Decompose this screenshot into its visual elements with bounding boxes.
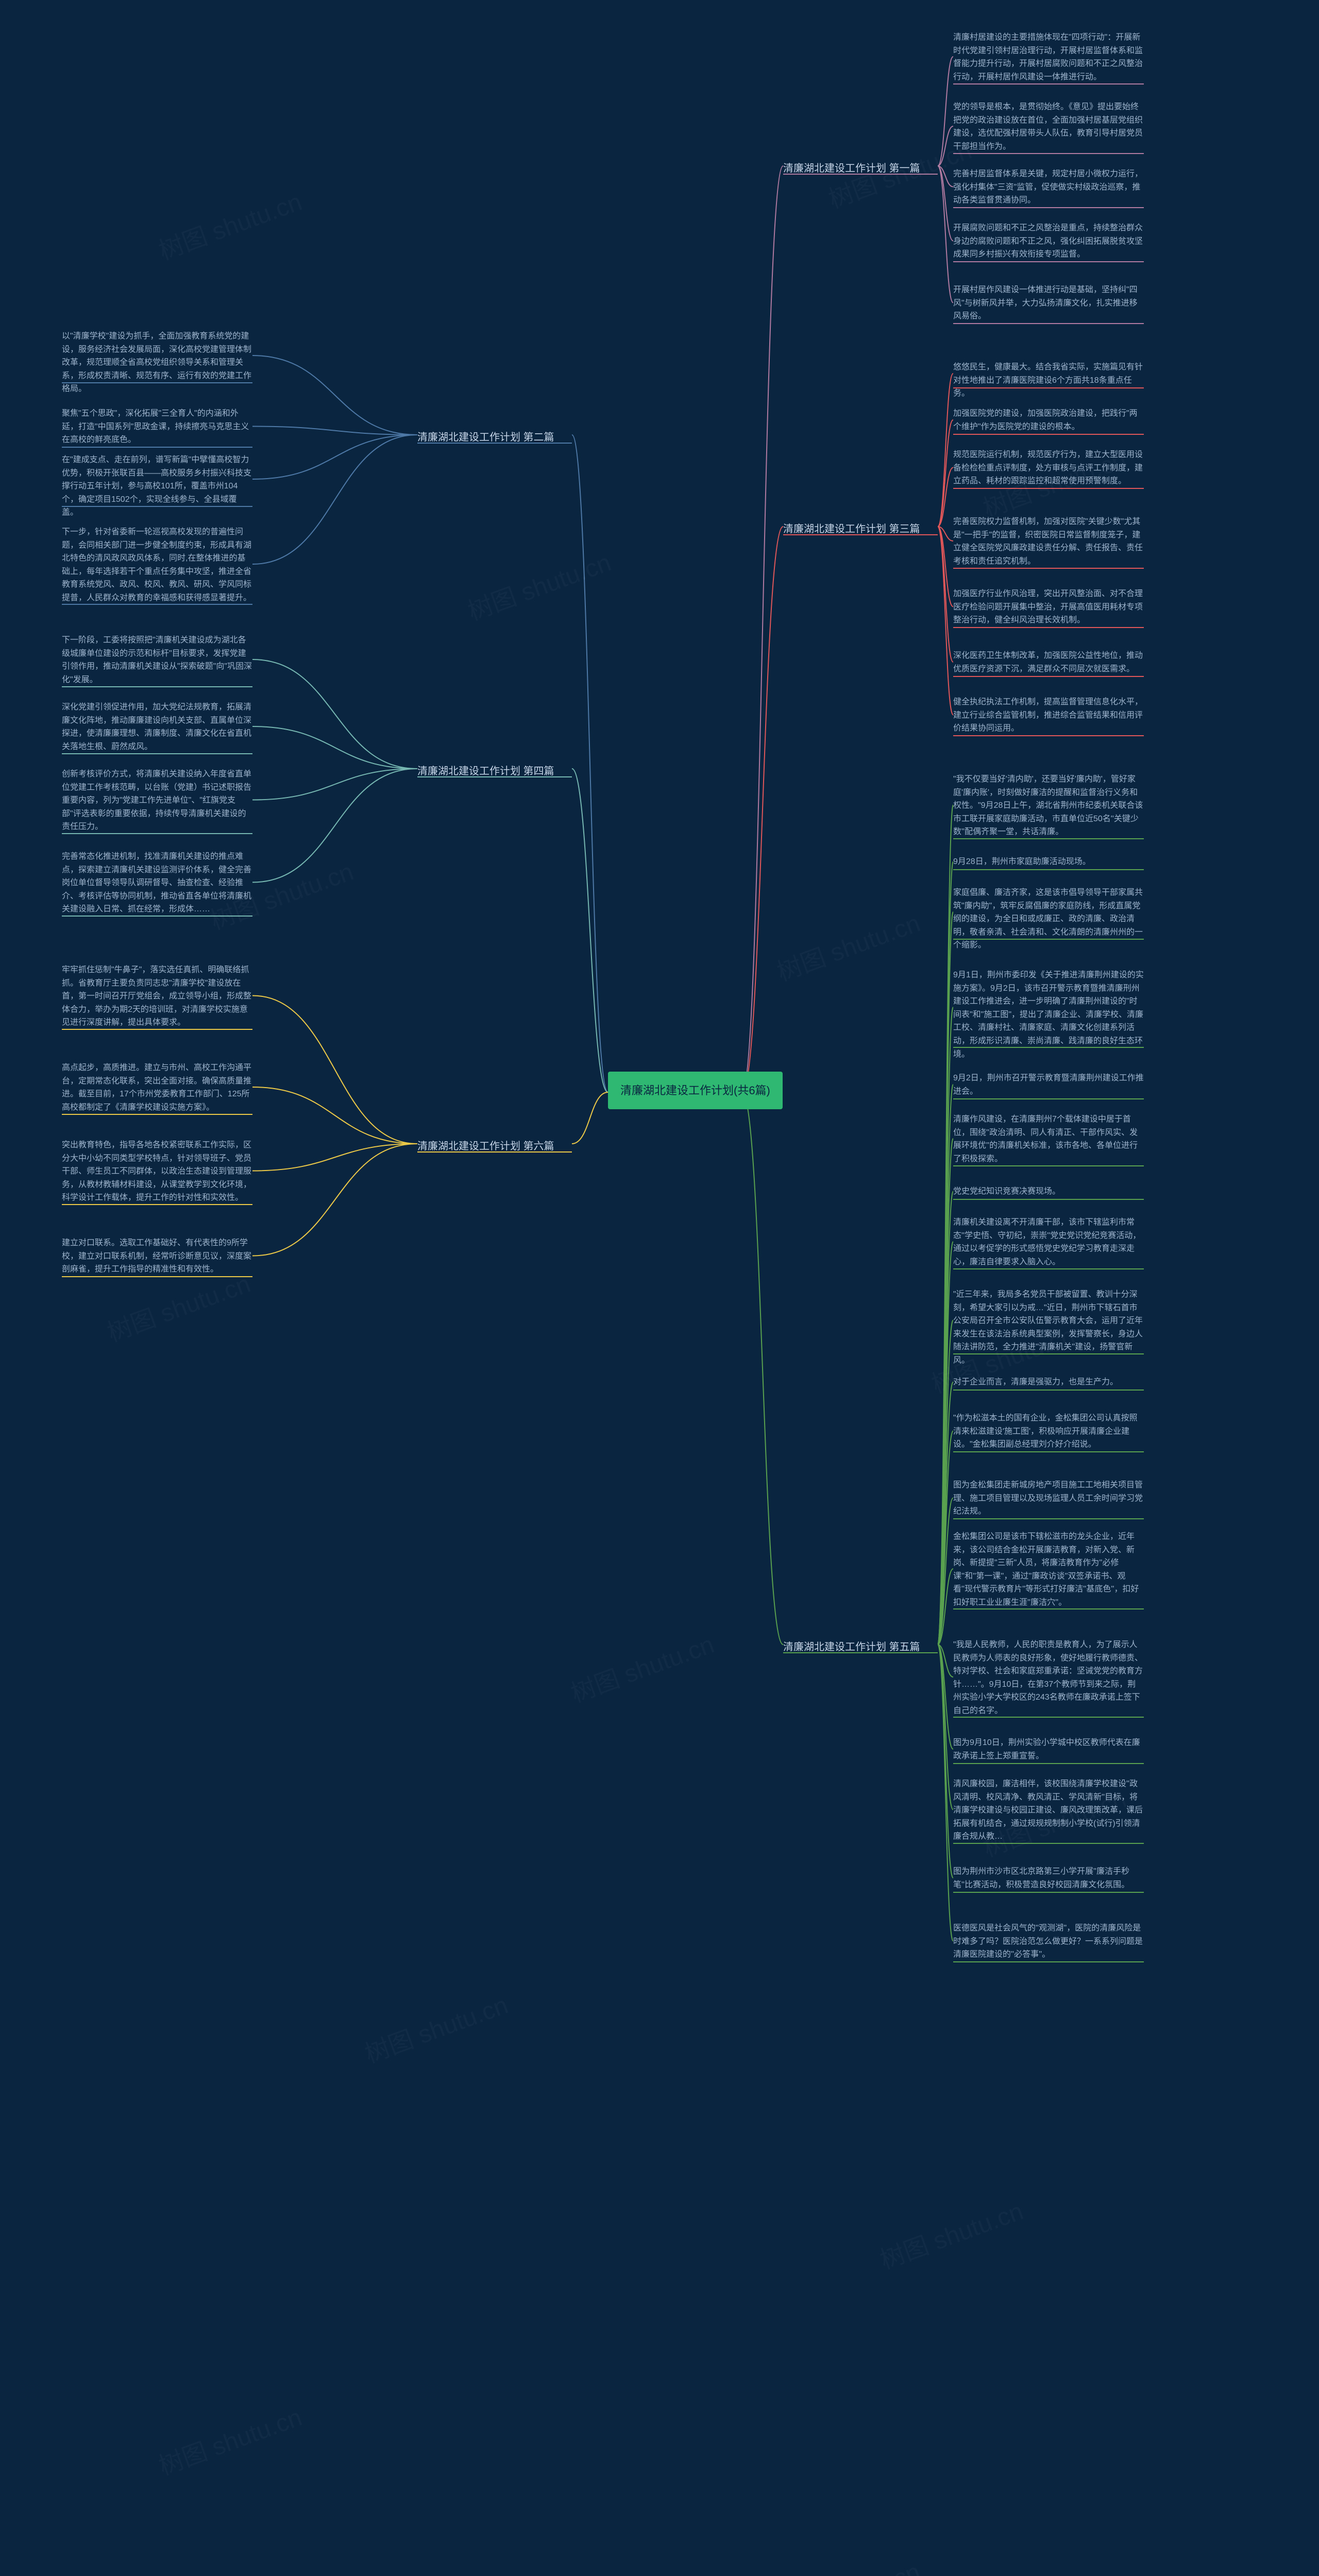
leaf-node: 对于企业而言，清廉是强驱力，也是生产力。 [953,1376,1118,1389]
watermark: 树图 shutu.cn [102,1263,255,1348]
branch-label: 清廉湖北建设工作计划 第四篇 [417,762,554,777]
watermark: 树图 shutu.cn [565,1624,718,1709]
leaf-node: 家庭倡廉、廉洁齐家，这是该市倡导领导干部家属共筑"廉内助"，筑牢反腐倡廉的家庭防… [953,886,1144,952]
watermark: 树图 shutu.cn [462,542,615,627]
branch-label: 清廉湖北建设工作计划 第一篇 [783,160,920,175]
leaf-node: 9月2日，荆州市召开警示教育暨清廉荆州建设工作推进会。 [953,1072,1144,1098]
leaf-node: 下一步，针对省委新一轮巡视高校发现的普遍性问题，会同相关部门进一步健全制度约束，… [62,526,252,605]
leaf-node: 高点起步，高质推进。建立与市州、高校工作沟通平台，定期常态化联系，突出全面对接。… [62,1061,252,1114]
leaf-node: 图为9月10日，荆州实验小学城中校区教师代表在廉政承诺上签上郑重宣誓。 [953,1736,1144,1762]
watermark: 树图 shutu.cn [153,181,306,266]
leaf-node: 健全执纪执法工作机制，提高监督管理信息化水平，建立行业综合监管机制，推进综合监管… [953,696,1144,735]
leaf-node: 开展腐败问题和不正之风整治是重点，持续整治群众身边的腐败问题和不正之风，强化纠困… [953,222,1144,261]
watermark: 树图 shutu.cn [771,2551,924,2576]
leaf-node: 金松集团公司是该市下辖松滋市的龙头企业，近年来，该公司结合金松开展廉洁教育，对新… [953,1530,1144,1609]
branch-label: 清廉湖北建设工作计划 第二篇 [417,429,554,444]
leaf-node: 图为荆州市沙市区北京路第三小学开展''廉洁手秒笔''比赛活动，积极营造良好校园清… [953,1865,1144,1891]
leaf-node: 下一阶段，工委将按照把"清廉机关建设成为湖北各级城廉单位建设的示范和标杆"目标要… [62,634,252,686]
leaf-node: 在"建成支点、走在前列，谱写新篇"中擘懂高校智力优势，积极开张联百县——高校服务… [62,453,252,519]
leaf-node: 医德医风是社会风气的''观测湖''，医院的清廉风险是时难多了吗？医院治范怎么做更… [953,1922,1144,1961]
center-node: 清廉湖北建设工作计划(共6篇) [608,1072,783,1109]
leaf-node: "我是人民教师，人民的职责是教育人，为了展示人民教师为人师表的良好形象，使好地履… [953,1638,1144,1718]
leaf-node: 完善医院权力监督机制，加强对医院"关键少数"尤其是"一把手"的监督，织密医院日常… [953,515,1144,568]
leaf-node: 图为金松集团走新城房地产项目施工工地相关项目管理、施工项目管理以及现场监理人员工… [953,1479,1144,1518]
watermark: 树图 shutu.cn [771,903,924,988]
leaf-node: 开展村居作风建设一体推进行动是基础，坚持纠"四风"与树新风并举，大力弘扬清廉文化… [953,283,1144,323]
leaf-node: 清廉作风建设，在清廉荆州7个载体建设中居于首位，围绕''政治清明、同人有清正、干… [953,1113,1144,1165]
leaf-node: "近三年来，我局多名党员干部被留置、教训十分深刻，希望大家引以为戒…"近日，荆州… [953,1288,1144,1367]
leaf-node: 加强医院党的建设，加强医院政治建设，把践行"两个维护"作为医院党的建设的根本。 [953,407,1144,433]
leaf-node: 完善村居监督体系是关键，规定村居小微权力运行，强化村集体"三资"监管，促使做实村… [953,167,1144,207]
leaf-node: 9月1日，荆州市委印发《关于推进清廉荆州建设的实施方案》。9月2日，该市召开警示… [953,969,1144,1061]
leaf-node: 清风廉校园，廉洁相伴，该校围绕清廉学校建设''政风清明、校风清净、教风清正、学风… [953,1777,1144,1843]
branch-label: 清廉湖北建设工作计划 第五篇 [783,1638,920,1653]
leaf-node: 清廉机关建设离不开清廉干部，该市下辖监利市常态''学史悟、守初纪，崇崇''党史党… [953,1216,1144,1268]
leaf-node: "作为松滋本土的国有企业，金松集团公司认真按照清来松滋建设'施工图'，积极响应开… [953,1412,1144,1451]
leaf-node: 聚焦"五个思政"，深化拓展"三全育人"的内涵和外延，打造"中国系列"思政金课，持… [62,407,252,447]
watermark: 树图 shutu.cn [153,2397,306,2482]
watermark: 树图 shutu.cn [874,2191,1027,2276]
leaf-node: 创新考核评价方式，将清廉机关建设纳入年度省直单位党建工作考核范畴，以台账（党建）… [62,768,252,834]
leaf-node: 牢牢抓住惩制"牛鼻子"，落实选任真抓、明确联络抓抓。省教育厅主要负责同志忠"清廉… [62,963,252,1029]
leaf-node: 悠悠民生，健康最大。结合我省实际，实施篇见有针对性地推出了清廉医院建设6个方面共… [953,361,1144,400]
leaf-node: 深化党建引领促进作用，加大党纪法规教育，拓展清廉文化阵地，推动廉廉建设向机关支部… [62,701,252,753]
leaf-node: 加强医疗行业作风治理，突出开风整治面、对不合理医疗检验问题开展集中整治，开展高值… [953,587,1144,627]
leaf-node: 规范医院运行机制，规范医疗行为，建立大型医用设备检检检重点评制度，处方审核与点评… [953,448,1144,488]
leaf-node: 清廉村居建设的主要措施体现在"四项行动"：开展新时代党建引领村居治理行动，开展村… [953,31,1144,83]
leaf-node: 党史党纪知识竞赛决赛现场。 [953,1185,1060,1198]
branch-label: 清廉湖北建设工作计划 第六篇 [417,1138,554,1153]
leaf-node: 9月28日，荆州市家庭助廉活动现场。 [953,855,1091,869]
leaf-node: "我不仅要当好'清内助'，还要当好'廉内助'，管好家庭'廉内账'，时刻做好廉洁的… [953,773,1144,839]
watermark: 树图 shutu.cn [359,1985,512,2070]
leaf-node: 深化医药卫生体制改革，加强医院公益性地位，推动优质医疗资源下沉，满足群众不同层次… [953,649,1144,675]
leaf-node: 突出教育特色，指导各地各校紧密联系工作实际，区分大中小幼不同类型学校特点，针对领… [62,1139,252,1205]
leaf-node: 完善常态化推进机制，找准清廉机关建设的推点难点，探索建立清廉机关建设监测评价体系… [62,850,252,916]
branch-label: 清廉湖北建设工作计划 第三篇 [783,520,920,535]
leaf-node: 以"清廉学校"建设为抓手，全面加强教育系统党的建设，服务经济社会发展局面，深化高… [62,330,252,396]
leaf-node: 党的领导是根本，是贯彻始终。《意见》提出要始终把党的政治建设放在首位，全面加强村… [953,100,1144,153]
leaf-node: 建立对口联系。选取工作基础好、有代表性的9所学校，建立对口联系机制，经常听诊断意… [62,1236,252,1276]
